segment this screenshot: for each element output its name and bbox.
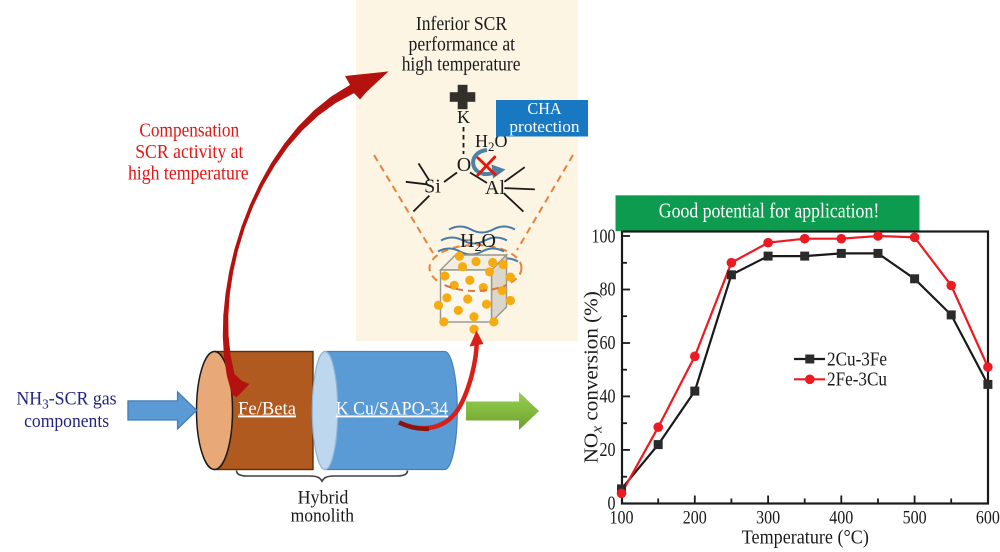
svg-text:Compensation: Compensation <box>139 120 239 142</box>
svg-text:2Cu-3Fe: 2Cu-3Fe <box>827 348 887 370</box>
svg-text:protection: protection <box>509 117 580 136</box>
svg-text:H2O: H2O <box>460 230 496 255</box>
svg-text:Hybrid: Hybrid <box>298 488 349 509</box>
svg-text:0: 0 <box>608 493 616 514</box>
svg-text:60: 60 <box>600 333 616 354</box>
svg-text:200: 200 <box>683 509 707 529</box>
svg-text:Al: Al <box>485 177 505 199</box>
svg-text:Si: Si <box>424 176 441 198</box>
svg-text:Good potential for application: Good potential for application! <box>659 198 880 222</box>
svg-text:CHA: CHA <box>527 99 562 118</box>
svg-text:K Cu/SAPO-34: K Cu/SAPO-34 <box>336 399 449 420</box>
svg-text:20: 20 <box>600 440 616 461</box>
svg-text:monolith: monolith <box>291 506 355 527</box>
svg-text:NOx conversion (%): NOx conversion (%) <box>581 291 606 463</box>
svg-text:100: 100 <box>610 509 634 529</box>
svg-text:K: K <box>457 107 470 127</box>
svg-text:40: 40 <box>600 386 616 407</box>
svg-text:Fe/Beta: Fe/Beta <box>238 399 297 420</box>
svg-text:100: 100 <box>592 226 616 247</box>
svg-text:300: 300 <box>756 509 780 529</box>
svg-text:components: components <box>24 411 109 432</box>
svg-text:high temperature: high temperature <box>128 163 249 185</box>
svg-text:500: 500 <box>903 509 927 529</box>
svg-text:600: 600 <box>976 509 1000 529</box>
svg-text:O: O <box>457 154 471 176</box>
svg-text:Inferior SCR: Inferior SCR <box>416 13 508 35</box>
svg-text:high temperature: high temperature <box>402 54 521 76</box>
svg-text:performance at: performance at <box>409 33 516 55</box>
svg-text:NH3-SCR gas: NH3-SCR gas <box>16 389 116 413</box>
svg-text:80: 80 <box>600 280 616 301</box>
svg-text:SCR activity at: SCR activity at <box>135 141 244 163</box>
svg-text:Temperature (°C): Temperature (°C) <box>742 527 869 549</box>
svg-text:2Fe-3Cu: 2Fe-3Cu <box>827 369 887 391</box>
svg-text:400: 400 <box>829 509 853 529</box>
